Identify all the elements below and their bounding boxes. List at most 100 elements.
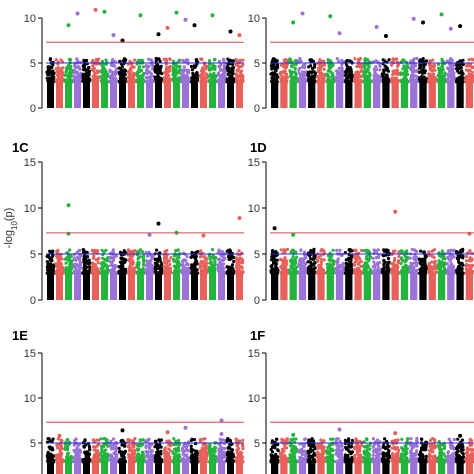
snp-point: [51, 78, 55, 82]
snp-point: [363, 263, 367, 267]
snp-point: [237, 65, 241, 69]
snp-point: [180, 68, 184, 72]
snp-point: [184, 259, 188, 263]
snp-point: [186, 263, 190, 267]
snp-point: [303, 269, 307, 274]
snp-point: [147, 57, 151, 61]
snp-point: [302, 71, 306, 75]
snp-band: [101, 273, 108, 300]
snp-band: [447, 273, 455, 300]
snp-band: [345, 273, 353, 300]
snp-point: [195, 262, 199, 266]
notable-point: [337, 31, 342, 36]
snp-point: [362, 268, 366, 272]
snp-point: [306, 266, 310, 270]
snp-point: [192, 78, 197, 82]
snp-point: [457, 256, 461, 260]
snp-point: [461, 76, 465, 80]
snp-point: [182, 251, 186, 255]
snp-point: [419, 249, 423, 253]
snp-point: [132, 65, 136, 69]
snp-point: [465, 77, 469, 81]
snp-point: [392, 69, 396, 73]
snp-point: [95, 60, 99, 64]
snp-point: [46, 262, 50, 266]
snp-point: [373, 70, 377, 74]
notable-point: [421, 20, 425, 25]
snp-point: [142, 254, 146, 258]
snp-point: [327, 69, 331, 73]
snp-point: [111, 72, 115, 76]
snp-point: [119, 256, 123, 260]
snp-point: [50, 269, 54, 273]
snp-point: [371, 256, 375, 260]
snp-point: [59, 270, 63, 274]
snp-point: [410, 68, 414, 72]
snp-band: [317, 273, 325, 300]
snp-point: [219, 266, 223, 270]
snp-point: [194, 58, 198, 62]
snp-point: [461, 58, 465, 62]
snp-point: [210, 248, 215, 252]
snp-point: [355, 70, 359, 74]
snp-point: [123, 78, 127, 82]
snp-point: [391, 249, 395, 253]
notable-point: [156, 221, 161, 226]
snp-point: [177, 256, 181, 260]
snp-band: [428, 81, 436, 108]
snp-band: [308, 81, 316, 108]
snp-point: [446, 73, 450, 77]
snp-point: [315, 259, 319, 263]
snp-point: [240, 257, 244, 261]
notable-point: [439, 12, 444, 17]
snp-point: [198, 264, 203, 268]
snp-point: [101, 265, 105, 269]
snp-point: [288, 259, 292, 263]
snp-point: [440, 249, 444, 253]
snp-band: [119, 273, 126, 300]
notable-point: [174, 10, 179, 15]
snp-point: [210, 66, 214, 70]
snp-point: [422, 65, 426, 69]
snp-band: [298, 273, 307, 300]
snp-point: [56, 262, 60, 266]
snp-point: [194, 257, 198, 261]
snp-point: [283, 66, 287, 70]
snp-point: [50, 65, 54, 69]
snp-point: [100, 68, 104, 72]
snp-point: [151, 78, 155, 82]
snp-point: [367, 77, 371, 81]
snp-point: [168, 57, 172, 62]
snp-point: [77, 264, 81, 268]
y-tick-label: 15: [24, 157, 36, 169]
snp-point: [82, 254, 86, 258]
snp-point: [422, 250, 426, 254]
snp-band: [110, 81, 117, 108]
snp-point: [81, 251, 85, 255]
notable-point: [448, 26, 453, 31]
snp-point: [397, 254, 401, 258]
snp-point: [312, 79, 316, 83]
snp-point: [95, 249, 100, 253]
snp-band: [155, 273, 162, 300]
snp-point: [227, 265, 231, 269]
snp-point: [276, 65, 280, 69]
snp-point: [417, 70, 421, 74]
snp-point: [165, 248, 169, 253]
snp-point: [73, 78, 77, 82]
snp-point: [96, 261, 100, 265]
snp-point: [299, 263, 303, 267]
snp-point: [218, 261, 223, 265]
notable-point: [138, 13, 143, 18]
snp-point: [431, 65, 435, 69]
snp-point: [382, 78, 386, 82]
snp-band: [182, 81, 189, 108]
snp-point: [299, 248, 303, 252]
snp-point: [168, 263, 172, 267]
snp-point: [336, 75, 340, 79]
y-tick-label: 10: [24, 13, 36, 25]
snp-point: [294, 62, 298, 66]
snp-point: [123, 257, 127, 261]
snp-point: [279, 248, 283, 252]
